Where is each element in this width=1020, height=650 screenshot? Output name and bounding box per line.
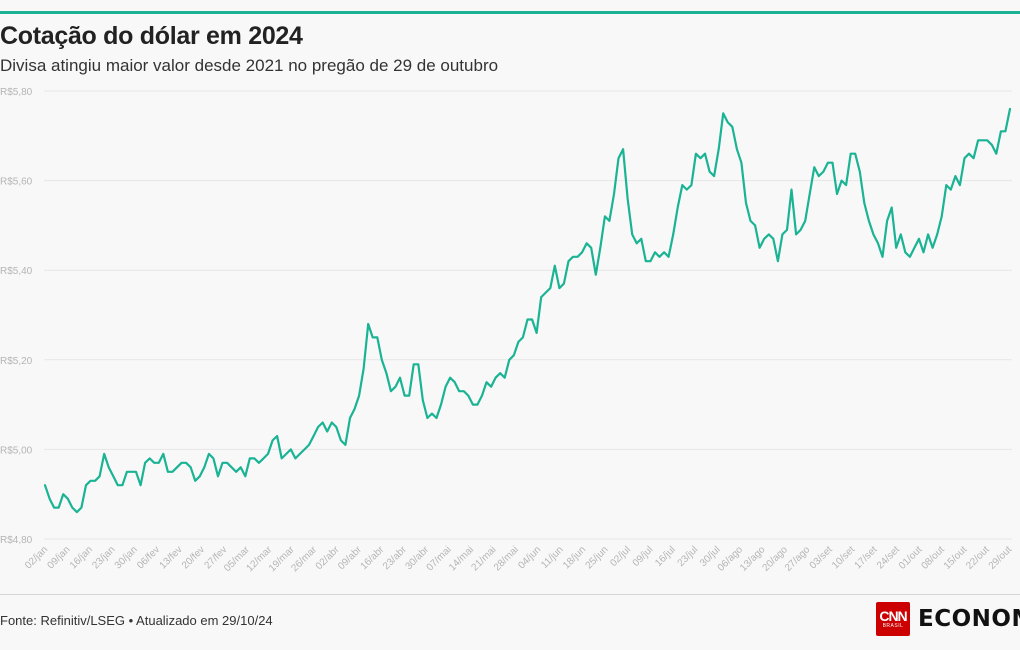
x-tick-label: 03/set: [808, 544, 835, 571]
y-tick-label: R$5,80: [0, 87, 33, 98]
x-tick-label: 20/fev: [180, 544, 207, 571]
x-tick-label: 15/out: [942, 544, 970, 572]
x-tick-label: 23/jan: [90, 544, 117, 571]
x-axis-ticks: 02/jan09/jan16/jan23/jan30/jan06/fev13/f…: [23, 544, 1014, 574]
x-tick-label: 27/ago: [783, 544, 813, 574]
x-tick-label: 04/jun: [516, 544, 543, 571]
x-tick-label: 24/set: [875, 544, 902, 571]
gridlines: [44, 90, 1012, 540]
cnn-mark-text: CNN: [879, 607, 907, 624]
x-tick-label: 23/jul: [676, 544, 701, 569]
x-tick-label: 16/abr: [359, 544, 387, 572]
x-tick-label: 29/out: [987, 544, 1015, 572]
y-tick-label: R$5,40: [0, 266, 33, 277]
x-tick-label: 22/out: [964, 544, 992, 572]
x-tick-label: 18/jun: [561, 544, 588, 571]
x-tick-label: 26/mar: [289, 544, 319, 574]
x-tick-label: 09/jul: [631, 544, 656, 569]
economia-wordmark: ECONOMIA: [918, 606, 1020, 632]
brasil-mark-text: BRASIL: [882, 622, 904, 629]
x-tick-label: 10/set: [830, 544, 857, 571]
chart-title: Cotação do dólar em 2024: [0, 22, 303, 50]
x-tick-label: 01/out: [897, 544, 925, 572]
cnn-economia-logo: CNN BRASIL ECONOMIA: [876, 602, 1020, 636]
x-tick-label: 02/jan: [23, 544, 50, 571]
x-tick-label: 28/mai: [492, 544, 521, 573]
y-tick-label: R$5,60: [0, 177, 33, 188]
x-tick-label: 30/jan: [113, 544, 140, 571]
x-tick-label: 25/jun: [584, 544, 611, 571]
y-tick-label: R$4,80: [0, 535, 33, 546]
x-tick-label: 16/jan: [68, 544, 95, 571]
top-accent-rule: [0, 11, 1020, 14]
x-tick-label: 23/abr: [381, 544, 409, 572]
x-tick-label: 02/jul: [608, 544, 633, 569]
x-tick-label: 11/jun: [539, 544, 566, 571]
x-tick-label: 17/set: [853, 544, 880, 571]
chart-subtitle: Divisa atingiu maior valor desde 2021 no…: [0, 56, 499, 75]
x-tick-label: 02/abr: [314, 544, 342, 572]
x-tick-label: 09/jan: [45, 544, 72, 571]
source-note: Fonte: Refinitiv/LSEG • Atualizado em 29…: [0, 613, 273, 628]
series-line-usd-brl: [43, 107, 1012, 514]
footer-divider: [0, 594, 1020, 595]
x-tick-label: 06/fev: [135, 544, 162, 571]
line-chart: R$4,80 R$5,00 R$5,20 R$5,40 R$5,60 R$5,80 02/…: [0, 87, 1014, 574]
wordmark-main: ECONOMI: [918, 606, 1020, 632]
cnn-brasil-badge: CNN BRASIL: [876, 602, 910, 636]
y-tick-label: R$5,20: [0, 356, 33, 367]
y-axis-ticks: R$4,80 R$5,00 R$5,20 R$5,40 R$5,60 R$5,80: [0, 87, 33, 546]
x-tick-label: 16/jul: [653, 544, 678, 569]
x-tick-label: 08/out: [919, 544, 947, 572]
y-tick-label: R$5,00: [0, 445, 33, 456]
x-tick-label: 09/abr: [336, 544, 364, 572]
x-tick-label: 13/fev: [158, 544, 185, 571]
